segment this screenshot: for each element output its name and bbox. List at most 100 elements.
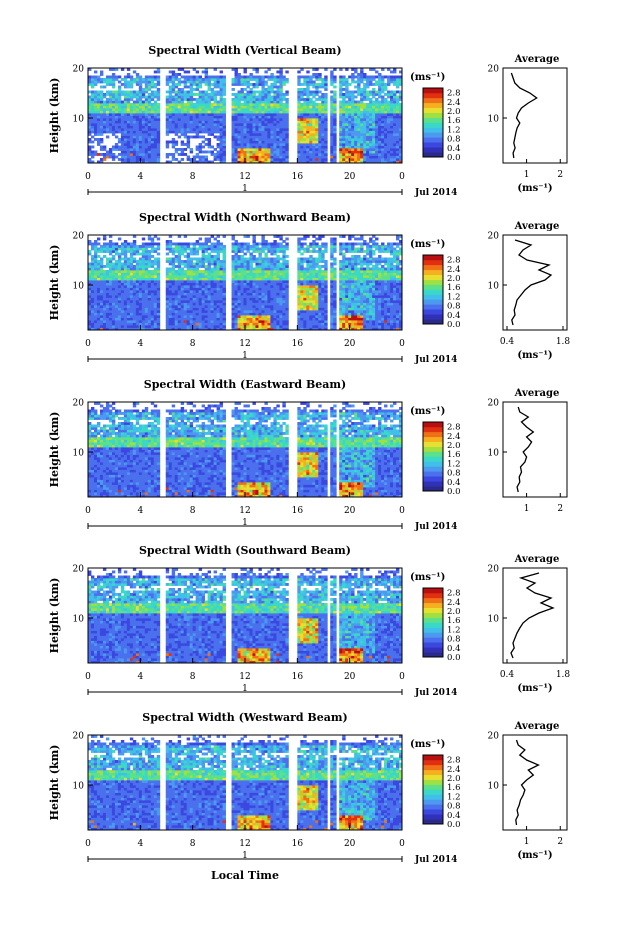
heatmap-cell	[147, 85, 152, 89]
heatmap-cell	[117, 312, 122, 316]
heatmap-cell	[123, 160, 128, 164]
heatmap-cell	[387, 128, 391, 131]
heatmap-cell	[312, 113, 316, 116]
heatmap-cell	[144, 98, 149, 101]
heatmap-cell	[378, 110, 382, 114]
heatmap-cell	[333, 148, 337, 151]
heatmap-cell	[369, 155, 373, 159]
heatmap-cell	[378, 158, 382, 161]
heatmap-cell	[189, 108, 194, 111]
heatmap-cell	[105, 260, 110, 263]
heatmap-cell	[210, 115, 214, 119]
heatmap-cell	[195, 120, 200, 124]
heatmap-cell	[195, 83, 200, 86]
heatmap-cell	[213, 155, 217, 159]
heatmap-cell	[219, 272, 223, 276]
heatmap-cell	[195, 315, 200, 318]
heatmap-cell	[126, 265, 131, 268]
heatmap-cell	[222, 327, 226, 331]
heatmap-cell	[207, 265, 212, 268]
heatmap-cell	[321, 108, 325, 111]
heatmap-cell	[195, 242, 200, 246]
heatmap-cell	[273, 153, 277, 156]
heatmap-cell	[105, 277, 110, 281]
heatmap-cell	[93, 297, 98, 301]
heatmap-cell	[333, 130, 337, 134]
heatmap-cell	[99, 85, 104, 89]
heatmap-cell	[99, 133, 104, 136]
heatmap-cell	[393, 98, 397, 101]
heatmap-cell	[396, 108, 400, 111]
heatmap-cell	[93, 98, 98, 101]
heatmap-cell	[315, 73, 319, 76]
heatmap-cell	[90, 315, 95, 318]
heatmap-cell	[339, 103, 343, 106]
heatmap-cell	[234, 272, 238, 276]
heatmap-cell	[297, 145, 301, 149]
heatmap-cell	[99, 140, 104, 144]
heatmap-cell	[198, 265, 203, 268]
heatmap-cell	[279, 68, 283, 71]
heatmap-cell	[243, 272, 247, 276]
heatmap-cell	[219, 153, 223, 156]
heatmap-cell	[129, 143, 134, 146]
heatmap-cell	[108, 240, 113, 243]
heatmap-cell	[300, 148, 304, 151]
heatmap-cell	[255, 135, 259, 139]
heatmap-cell	[255, 242, 259, 246]
heatmap-cell	[240, 160, 244, 164]
heatmap-cell	[123, 108, 128, 111]
heatmap-cell	[120, 105, 125, 109]
heatmap-cell	[135, 282, 140, 286]
heatmap-cell	[117, 145, 122, 149]
heatmap-cell	[177, 68, 182, 71]
heatmap-cell	[348, 138, 352, 141]
heatmap-cell	[171, 88, 176, 91]
heatmap-cell	[345, 90, 349, 94]
heatmap-cell	[261, 93, 265, 96]
heatmap-cell	[219, 123, 223, 126]
heatmap-cell	[192, 128, 197, 131]
heatmap-cell	[195, 297, 200, 301]
heatmap-cell	[216, 90, 220, 94]
heatmap-cell	[396, 78, 400, 81]
heatmap-cell	[252, 272, 256, 276]
heatmap-cell	[363, 75, 367, 79]
heatmap-cell	[372, 75, 376, 79]
heatmap-cell	[198, 275, 203, 278]
heatmap-cell	[249, 125, 253, 129]
heatmap-cell	[246, 235, 250, 238]
heatmap-cell	[243, 75, 247, 79]
heatmap-cell	[153, 120, 158, 124]
heatmap-cell	[264, 312, 268, 316]
heatmap-cell	[186, 290, 191, 293]
heatmap-cell	[255, 292, 259, 296]
heatmap-cell	[300, 108, 304, 111]
heatmap-cell	[240, 300, 244, 303]
heatmap-cell	[240, 118, 244, 121]
heatmap-cell	[147, 297, 152, 301]
heatmap-cell	[198, 312, 203, 316]
heatmap-cell	[333, 93, 337, 96]
heatmap-cell	[318, 75, 322, 79]
heatmap-cell	[129, 277, 134, 281]
heatmap-cell	[183, 130, 188, 134]
heatmap-cell	[252, 138, 256, 141]
heatmap-cell	[111, 242, 116, 246]
heatmap-cell	[276, 93, 280, 96]
heatmap-cell	[330, 120, 334, 124]
heatmap-cell	[306, 140, 310, 144]
heatmap-cell	[108, 83, 113, 86]
heatmap-cell	[126, 250, 131, 253]
heatmap-cell	[216, 135, 220, 139]
heatmap-cell	[168, 290, 173, 293]
heatmap-cell	[261, 235, 265, 238]
heatmap-cell	[279, 100, 283, 104]
heatmap-cell	[207, 272, 212, 276]
heatmap-cell	[117, 295, 122, 298]
heatmap-cell	[88, 120, 92, 124]
heatmap-cell	[111, 305, 116, 308]
heatmap-cell	[309, 80, 313, 84]
heatmap-cell	[138, 93, 143, 96]
heatmap-cell	[90, 120, 95, 124]
